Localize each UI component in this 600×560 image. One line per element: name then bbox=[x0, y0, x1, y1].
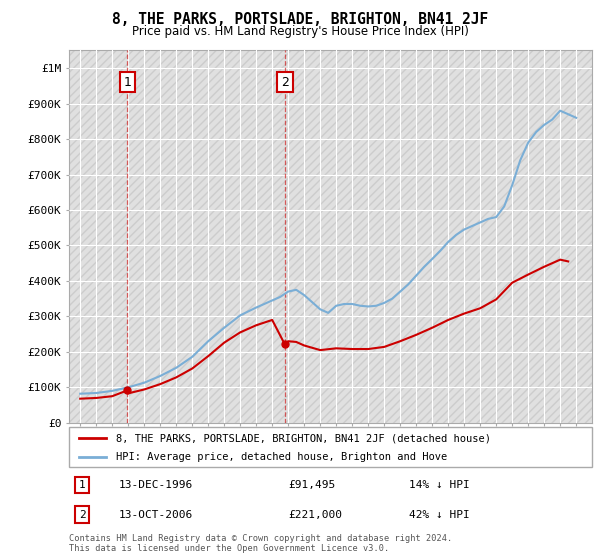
Text: 2: 2 bbox=[281, 76, 289, 88]
Text: £221,000: £221,000 bbox=[289, 510, 343, 520]
Text: Price paid vs. HM Land Registry's House Price Index (HPI): Price paid vs. HM Land Registry's House … bbox=[131, 25, 469, 38]
Text: £91,495: £91,495 bbox=[289, 480, 336, 490]
Text: 8, THE PARKS, PORTSLADE, BRIGHTON, BN41 2JF: 8, THE PARKS, PORTSLADE, BRIGHTON, BN41 … bbox=[112, 12, 488, 27]
Text: 42% ↓ HPI: 42% ↓ HPI bbox=[409, 510, 470, 520]
Text: 14% ↓ HPI: 14% ↓ HPI bbox=[409, 480, 470, 490]
Text: 2: 2 bbox=[79, 510, 85, 520]
Text: 1: 1 bbox=[79, 480, 85, 490]
Text: 13-DEC-1996: 13-DEC-1996 bbox=[119, 480, 193, 490]
Text: 13-OCT-2006: 13-OCT-2006 bbox=[119, 510, 193, 520]
FancyBboxPatch shape bbox=[69, 427, 592, 467]
Text: HPI: Average price, detached house, Brighton and Hove: HPI: Average price, detached house, Brig… bbox=[116, 452, 448, 462]
Text: 1: 1 bbox=[124, 76, 131, 88]
Text: Contains HM Land Registry data © Crown copyright and database right 2024.
This d: Contains HM Land Registry data © Crown c… bbox=[69, 534, 452, 553]
Text: 8, THE PARKS, PORTSLADE, BRIGHTON, BN41 2JF (detached house): 8, THE PARKS, PORTSLADE, BRIGHTON, BN41 … bbox=[116, 433, 491, 443]
